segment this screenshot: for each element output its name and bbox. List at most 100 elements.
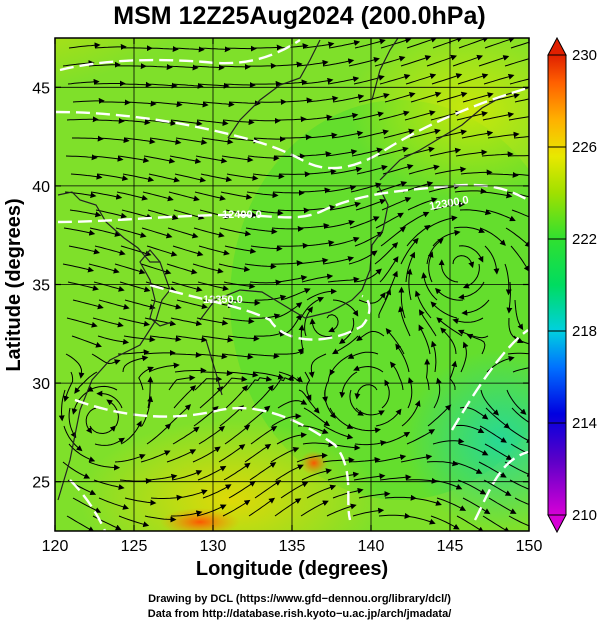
streamline — [148, 173, 181, 183]
streamline — [223, 462, 251, 481]
streamline — [379, 74, 411, 85]
streamline — [69, 209, 102, 218]
streamline — [430, 301, 458, 319]
streamline — [114, 263, 146, 275]
streamline — [144, 515, 177, 523]
streamline — [481, 151, 514, 158]
streamline — [357, 129, 390, 139]
contour-12300 — [74, 398, 352, 521]
streamline — [245, 227, 278, 235]
streamline — [244, 443, 272, 463]
streamline — [514, 98, 529, 103]
streamline — [326, 503, 357, 517]
streamline — [306, 484, 337, 499]
streamline — [414, 290, 432, 319]
y-tick-label: 35 — [32, 278, 50, 295]
streamline — [302, 441, 335, 448]
y-tick-labels: 25 30 35 40 45 — [32, 80, 50, 491]
streamline — [66, 317, 98, 328]
contour-north-a — [59, 39, 301, 72]
streamline — [453, 424, 485, 433]
streamline — [436, 91, 468, 103]
credit-data-source: Data from http://database.rish.kyoto−u.a… — [147, 608, 452, 620]
colorbar: 210 214 218 222 226 230 — [547, 36, 597, 534]
y-tick-label: 40 — [32, 179, 50, 196]
streamline — [462, 497, 491, 515]
streamline — [398, 286, 406, 319]
streamline — [376, 181, 408, 193]
streamline — [116, 191, 149, 201]
streamline — [421, 272, 438, 301]
colorbar-tick-label: 226 — [572, 139, 597, 156]
streamline — [67, 281, 99, 291]
streamline — [485, 209, 516, 222]
streamline — [275, 79, 308, 86]
streamline — [296, 452, 328, 463]
streamline — [200, 173, 233, 183]
streamline — [381, 197, 412, 211]
streamline — [270, 260, 303, 267]
streamline — [378, 512, 411, 519]
streamline — [330, 166, 363, 175]
streamline — [322, 456, 355, 463]
streamline — [410, 497, 442, 506]
streamline — [323, 425, 354, 440]
streamline — [173, 385, 197, 409]
coast-asia-mainland — [57, 191, 171, 321]
streamline — [358, 92, 390, 103]
streamline — [114, 453, 146, 463]
streamline — [379, 256, 399, 283]
streamline — [456, 111, 488, 121]
streamline — [170, 317, 203, 327]
x-tick-label: 125 — [121, 538, 148, 555]
streamline — [273, 348, 305, 355]
streamline — [270, 61, 303, 68]
streamline — [305, 132, 338, 139]
streamline — [379, 474, 412, 481]
streamline — [123, 335, 156, 343]
streamline — [483, 479, 512, 496]
streamline — [429, 147, 462, 157]
streamline — [431, 73, 463, 85]
streamline — [94, 245, 126, 256]
streamline — [479, 425, 507, 443]
streamline — [249, 462, 277, 481]
streamline — [93, 281, 125, 292]
streamline — [68, 42, 101, 49]
streamline — [94, 437, 125, 446]
streamline — [222, 499, 251, 517]
streamline — [171, 510, 203, 517]
streamline — [175, 335, 208, 343]
streamline — [430, 515, 460, 530]
streamline — [225, 384, 248, 409]
streamline — [351, 147, 384, 157]
streamline — [272, 374, 294, 391]
streamline — [248, 117, 281, 124]
streamline — [196, 119, 229, 127]
contour-east — [450, 329, 529, 431]
streamline — [222, 317, 255, 325]
streamline — [327, 76, 360, 85]
streamline — [86, 385, 118, 392]
streamline — [456, 515, 485, 531]
streamline — [124, 497, 157, 506]
streamline — [277, 399, 308, 409]
streamline — [227, 137, 260, 144]
streamline — [252, 371, 285, 380]
streamline — [120, 420, 142, 445]
streamline — [400, 55, 432, 67]
streamline — [228, 480, 256, 499]
streamline — [347, 351, 379, 359]
streamline — [96, 173, 129, 182]
streamline — [332, 299, 359, 317]
streamline — [253, 136, 286, 143]
streamline — [296, 59, 329, 67]
streamline — [99, 99, 131, 106]
streamline — [403, 146, 435, 157]
streamline — [483, 73, 515, 85]
streamline — [219, 227, 252, 237]
streamline — [300, 296, 325, 319]
streamline — [395, 343, 410, 373]
streamline — [193, 227, 225, 238]
